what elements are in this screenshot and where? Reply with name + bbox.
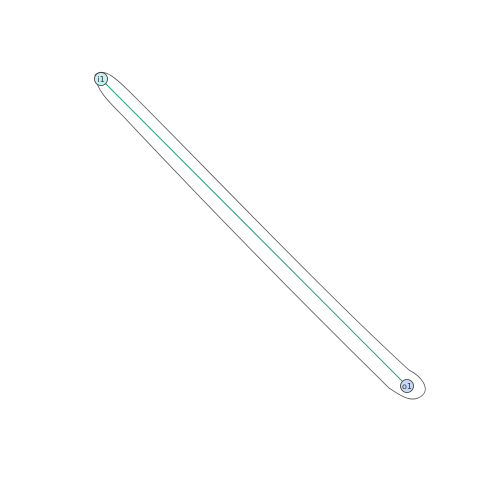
node-o1[interactable]: o1: [400, 379, 414, 393]
node-o1-label: o1: [402, 382, 412, 391]
node-i1-circle: [94, 72, 108, 86]
node-i1[interactable]: i1: [94, 72, 108, 86]
node-i1-label: i1: [97, 75, 104, 84]
group-hull-outline: [94, 71, 426, 400]
node-o1-circle: [400, 379, 414, 393]
edge-i1-o1: [100, 78, 408, 387]
